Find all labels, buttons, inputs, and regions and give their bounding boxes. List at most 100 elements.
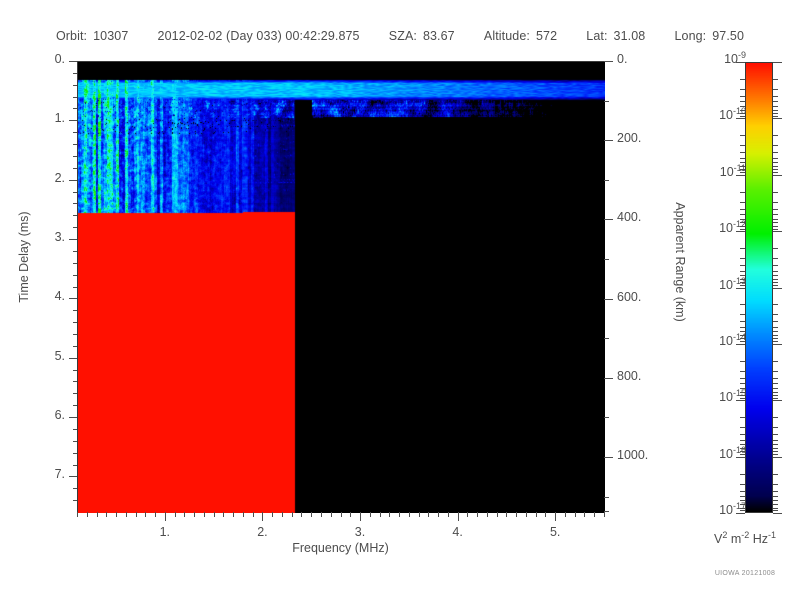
colorbar-major-tick: [773, 288, 782, 289]
colorbar-minor-tick: [773, 484, 778, 485]
colorbar-minor-tick: [773, 110, 778, 111]
colorbar-minor-tick: [773, 398, 778, 399]
header-sza: SZA: 83.67: [389, 29, 455, 43]
colorbar-major-tick: [773, 231, 782, 232]
colorbar-minor-tick: [773, 440, 778, 441]
colorbar-tick-labels: 10-9 10-10 10-11 10-12 10-13 10-14 10-15 10-16 1…: [660, 0, 750, 600]
header-lat-value: 31.08: [613, 29, 646, 43]
apparent-range-axis: 0. 200. 400. 600. 800. 1000.: [604, 0, 724, 600]
axis-minor-tick: [594, 512, 595, 517]
axis-minor-tick: [73, 227, 77, 228]
axis-major-tick: [69, 358, 77, 359]
axis-major-tick: [555, 512, 556, 521]
apparent-range-tick-label: 200.: [617, 131, 642, 146]
axis-minor-tick: [321, 512, 322, 517]
colorbar-minor-tick: [773, 79, 778, 80]
axis-major-tick: [262, 512, 263, 521]
header-orbit: Orbit: 10307: [56, 29, 128, 43]
axis-minor-tick: [73, 370, 77, 371]
apparent-range-tick-label: 0.: [617, 52, 628, 66]
colorbar-major-tick: [773, 62, 782, 63]
axis-minor-tick: [73, 381, 77, 382]
spectrogram-canvas: [78, 62, 605, 513]
colorbar-minor-tick: [773, 152, 778, 153]
axis-minor-tick: [73, 334, 77, 335]
frequency-axis-title: Frequency (MHz): [292, 541, 389, 555]
colorbar-minor-tick: [773, 338, 778, 339]
colorbar-minor-tick: [773, 371, 778, 372]
axis-minor-tick: [604, 338, 609, 339]
axis-minor-tick: [73, 73, 77, 74]
colorbar-minor-tick: [773, 417, 778, 418]
axis-minor-tick: [301, 512, 302, 517]
axis-minor-tick: [73, 500, 77, 501]
axis-minor-tick: [73, 441, 77, 442]
colorbar-minor-tick: [773, 116, 778, 117]
colorbar-minor-tick: [773, 279, 778, 280]
axis-minor-tick: [73, 405, 77, 406]
apparent-range-tick-label: 800.: [617, 368, 642, 383]
colorbar-minor-tick: [773, 162, 778, 163]
axis-minor-tick: [73, 322, 77, 323]
axis-minor-tick: [604, 417, 609, 418]
header-long-label: Long:: [674, 29, 707, 43]
colorbar-minor-tick: [773, 448, 778, 449]
colorbar-major-tick: [773, 457, 782, 458]
colorbar-major-tick: [773, 175, 782, 176]
header-altitude-value: 572: [535, 29, 558, 43]
colorbar-minor-tick: [773, 444, 778, 445]
axis-minor-tick: [87, 512, 88, 517]
axis-minor-tick: [73, 108, 77, 109]
colorbar-minor-tick: [773, 258, 778, 259]
colorbar-minor-tick: [773, 282, 778, 283]
axis-minor-tick: [292, 512, 293, 517]
axis-minor-tick: [545, 512, 546, 517]
colorbar-minor-tick: [773, 304, 778, 305]
colorbar-minor-tick: [773, 434, 778, 435]
colorbar-minor-tick: [773, 341, 778, 342]
axis-minor-tick: [116, 512, 117, 517]
axis-major-tick: [69, 120, 77, 121]
colorbar-minor-tick: [773, 229, 778, 230]
colorbar-tick-label: 10-16: [719, 444, 746, 461]
axis-minor-tick: [204, 512, 205, 517]
axis-major-tick: [604, 457, 613, 458]
colorbar-minor-tick: [773, 158, 778, 159]
axis-major-tick: [69, 239, 77, 240]
axis-minor-tick: [106, 512, 107, 517]
colorbar-minor-tick: [773, 474, 778, 475]
colorbar-minor-tick: [773, 265, 778, 266]
axis-major-tick: [604, 140, 613, 141]
colorbar-minor-tick: [773, 214, 778, 215]
axis-minor-tick: [341, 512, 342, 517]
axis-minor-tick: [73, 132, 77, 133]
time-delay-tick-label: 3.: [54, 230, 65, 245]
colorbar-minor-tick: [773, 504, 778, 505]
axis-minor-tick: [243, 512, 244, 517]
axis-minor-tick: [604, 511, 609, 512]
colorbar: [745, 62, 773, 513]
axis-minor-tick: [233, 512, 234, 517]
footer-credit: UIOWA 20121008: [714, 570, 776, 577]
axis-minor-tick: [526, 512, 527, 517]
colorbar-minor-tick: [773, 113, 778, 114]
colorbar-minor-tick: [773, 172, 778, 173]
header-sza-label: SZA:: [388, 29, 417, 43]
colorbar-tick-label: 10-13: [719, 275, 746, 292]
colorbar-major-tick: [773, 344, 782, 345]
time-delay-tick-label: 2.: [54, 170, 65, 185]
colorbar-minor-tick: [773, 508, 778, 509]
colorbar-minor-tick: [773, 192, 778, 193]
header-long-value: 97.50: [712, 29, 745, 43]
axis-minor-tick: [77, 512, 78, 517]
axis-minor-tick: [389, 512, 390, 517]
colorbar-minor-tick: [773, 106, 778, 107]
colorbar-minor-tick: [773, 222, 778, 223]
axis-minor-tick: [73, 275, 77, 276]
colorbar-minor-tick: [773, 496, 778, 497]
frequency-tick-label: 5.: [549, 525, 561, 539]
axis-minor-tick: [184, 512, 185, 517]
colorbar-minor-tick: [773, 327, 778, 328]
colorbar-minor-tick: [773, 335, 778, 336]
axis-minor-tick: [136, 512, 137, 517]
